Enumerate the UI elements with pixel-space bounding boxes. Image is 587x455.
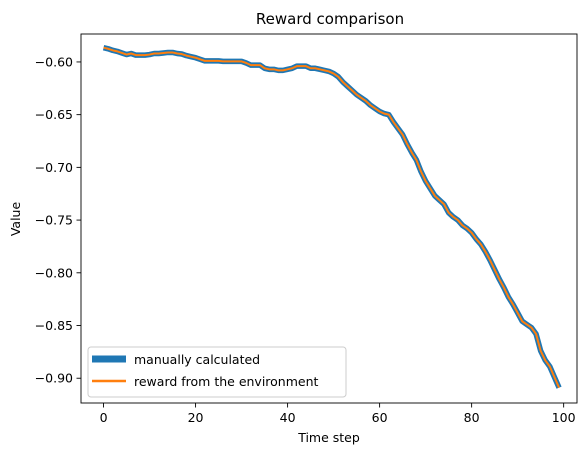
series-line-1 — [104, 48, 560, 388]
y-tick-label: −0.80 — [35, 265, 73, 280]
x-axis-label: Time step — [297, 430, 360, 445]
y-tick-label: −0.75 — [35, 213, 73, 228]
series-line-0 — [104, 48, 560, 388]
y-tick-label: −0.70 — [35, 160, 73, 175]
legend-label-manually-calculated: manually calculated — [134, 352, 260, 367]
y-tick-label: −0.65 — [35, 107, 73, 122]
y-tick-label: −0.90 — [35, 371, 73, 386]
x-tick-label: 80 — [464, 410, 480, 425]
x-tick-label: 20 — [188, 410, 204, 425]
x-tick-label: 40 — [280, 410, 296, 425]
x-tick-label: 60 — [372, 410, 388, 425]
x-tick-label: 100 — [552, 410, 576, 425]
y-tick-label: −0.60 — [35, 54, 73, 69]
chart-title: Reward comparison — [256, 10, 404, 28]
x-tick-label: 0 — [100, 410, 108, 425]
y-tick-label: −0.85 — [35, 318, 73, 333]
legend: manually calculated reward from the envi… — [88, 347, 346, 397]
legend-label-reward-from-environment: reward from the environment — [134, 374, 319, 389]
series-layer — [104, 48, 560, 388]
y-axis-label: Value — [8, 202, 23, 237]
